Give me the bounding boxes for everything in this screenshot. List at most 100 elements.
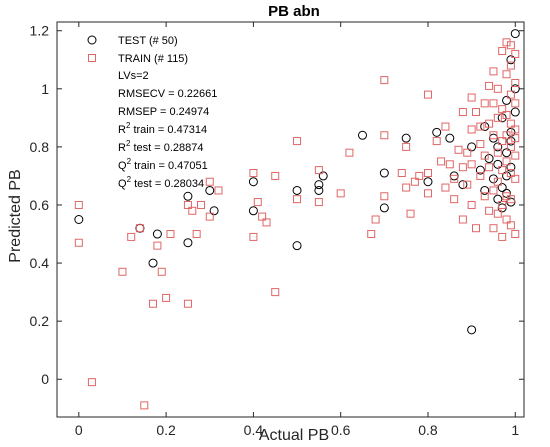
train-point	[450, 174, 459, 183]
train-point	[467, 160, 476, 169]
y-tick-label: 0.2	[30, 313, 50, 329]
test-point	[458, 180, 468, 190]
train-point	[493, 113, 502, 122]
test-point	[205, 185, 215, 195]
test-point	[510, 84, 520, 94]
test-point	[183, 191, 193, 201]
x-tick-label: 1	[511, 422, 519, 438]
legend-train-label: TRAIN (# 115)	[118, 53, 188, 65]
test-point	[423, 177, 433, 187]
train-point	[511, 230, 520, 239]
train-point	[489, 131, 498, 140]
test-point	[475, 165, 485, 175]
train-point	[506, 221, 515, 230]
test-point	[506, 55, 516, 65]
x-axis-ticks: 0 0.2 0.4 0.6 0.8 1	[75, 22, 519, 438]
test-point	[248, 177, 258, 187]
test-point	[314, 180, 324, 190]
test-point	[497, 183, 507, 193]
train-point	[153, 241, 162, 250]
train-point	[506, 61, 515, 70]
train-point	[502, 70, 511, 79]
train-point	[380, 76, 389, 85]
test-point	[152, 229, 162, 239]
test-point	[292, 241, 302, 251]
train-point	[450, 195, 459, 204]
y-tick-label: 1	[41, 81, 49, 97]
test-point	[510, 29, 520, 39]
x-tick-label: 0.8	[418, 422, 438, 438]
train-point	[367, 230, 376, 239]
train-point	[471, 224, 480, 233]
test-point	[493, 159, 503, 169]
train-point	[397, 169, 406, 178]
train-point	[511, 78, 520, 87]
metrics-annotations: LVs=2 RMSECV = 0.22661 RMSEP = 0.24974 R2 t…	[118, 70, 217, 190]
train-point	[511, 134, 520, 143]
train-point	[188, 206, 197, 215]
train-point	[485, 163, 494, 172]
series-test-points	[74, 29, 520, 335]
test-point	[379, 168, 389, 178]
train-point	[511, 174, 520, 183]
test-point	[292, 185, 302, 195]
train-point	[454, 145, 463, 154]
test-point	[467, 325, 477, 335]
train-point	[183, 299, 192, 308]
test-point	[502, 171, 512, 181]
train-point	[506, 90, 515, 99]
train-point	[336, 189, 345, 198]
train-point	[506, 142, 515, 151]
train-point	[489, 99, 498, 108]
train-point	[502, 157, 511, 166]
train-point	[489, 67, 498, 76]
train-point	[445, 160, 454, 169]
test-point	[401, 133, 411, 143]
annotation-text: Q2 test = 0.28034	[118, 175, 204, 190]
train-point	[498, 166, 507, 175]
annotation-text: Q2 train = 0.47051	[118, 157, 208, 172]
test-point	[358, 130, 368, 140]
train-point	[74, 238, 83, 247]
train-point	[463, 180, 472, 189]
train-point	[480, 192, 489, 201]
train-point	[314, 198, 323, 207]
chart-title: PB abn	[268, 3, 320, 20]
legend-test-label: TEST (# 50)	[118, 35, 178, 47]
legend: TEST (# 50) TRAIN (# 115)	[87, 35, 188, 65]
train-point	[493, 209, 502, 218]
train-point	[467, 125, 476, 134]
train-point	[166, 230, 175, 239]
train-point	[253, 198, 262, 207]
y-tick-label: 0.6	[30, 197, 50, 213]
test-point	[445, 133, 455, 143]
test-point	[480, 185, 490, 195]
test-point	[467, 142, 477, 152]
train-point	[87, 378, 96, 387]
train-point	[506, 195, 515, 204]
y-axis-ticks: 0 0.2 0.4 0.6 0.8 1 1.2	[30, 23, 524, 387]
train-point	[140, 401, 149, 410]
train-point	[511, 49, 520, 58]
train-point	[197, 200, 206, 209]
train-point	[118, 267, 127, 276]
test-point	[506, 136, 516, 146]
annotation-text: RMSECV = 0.22661	[118, 88, 217, 100]
annotation-text: R2 train = 0.47314	[118, 121, 207, 136]
train-point	[441, 122, 450, 131]
train-point	[432, 137, 441, 146]
train-point	[476, 171, 485, 180]
test-point	[506, 127, 516, 137]
test-point	[506, 162, 516, 172]
y-axis-label: Predicted PB	[7, 169, 24, 262]
train-point	[489, 224, 498, 233]
train-point	[149, 299, 158, 308]
test-point	[480, 122, 490, 132]
train-point	[467, 200, 476, 209]
train-point	[423, 169, 432, 178]
train-point	[441, 183, 450, 192]
train-point	[135, 224, 144, 233]
train-point	[262, 218, 271, 227]
test-point	[148, 258, 158, 268]
